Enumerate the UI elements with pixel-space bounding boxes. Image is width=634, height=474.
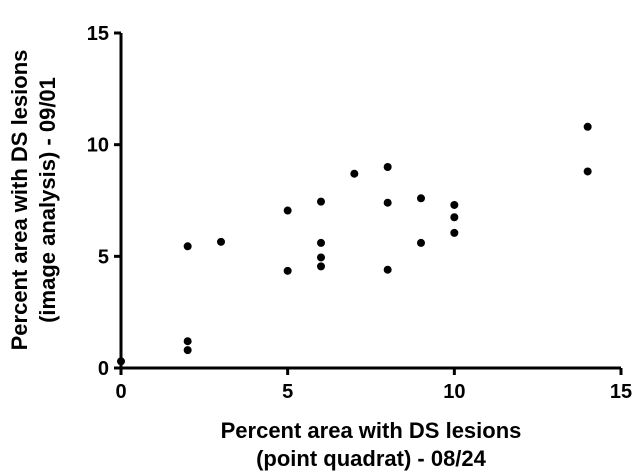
y-tick-label: 0 <box>98 358 109 380</box>
data-point <box>450 213 459 222</box>
data-point <box>450 228 459 237</box>
data-point <box>383 163 392 171</box>
y-axis-title-line2: (image analysis) - 09/01 <box>35 77 60 323</box>
data-point <box>417 238 425 247</box>
y-ticks: 0 5 10 15 <box>87 23 121 380</box>
data-point <box>317 253 325 262</box>
x-axis-title-line2: (point quadrat) - 08/24 <box>256 446 487 471</box>
data-point <box>583 167 592 176</box>
y-tick-label: 5 <box>98 246 109 268</box>
data-point <box>350 169 359 178</box>
data-point <box>217 237 225 246</box>
x-ticks: 0 5 10 15 <box>115 368 632 403</box>
data-point <box>317 197 325 206</box>
y-axis-title-line1: Percent area with DS lesions <box>7 50 32 351</box>
data-point <box>583 122 592 131</box>
x-tick-label: 10 <box>443 381 465 403</box>
y-tick-label: 10 <box>87 135 109 157</box>
x-tick-label: 15 <box>610 381 632 403</box>
y-tick-label: 15 <box>87 23 109 45</box>
points-layer <box>117 122 592 366</box>
x-tick-label: 5 <box>282 381 293 403</box>
data-point <box>317 262 325 271</box>
x-tick-label: 0 <box>115 381 126 403</box>
data-point <box>383 198 392 207</box>
data-point <box>383 265 392 274</box>
data-point <box>417 194 425 203</box>
data-point <box>450 200 459 209</box>
data-point <box>183 346 192 355</box>
data-point <box>317 238 325 247</box>
data-point <box>283 206 292 215</box>
data-point <box>183 242 192 251</box>
x-axis-title-line1: Percent area with DS lesions <box>221 418 522 443</box>
data-point <box>283 266 292 275</box>
data-point <box>183 337 192 346</box>
